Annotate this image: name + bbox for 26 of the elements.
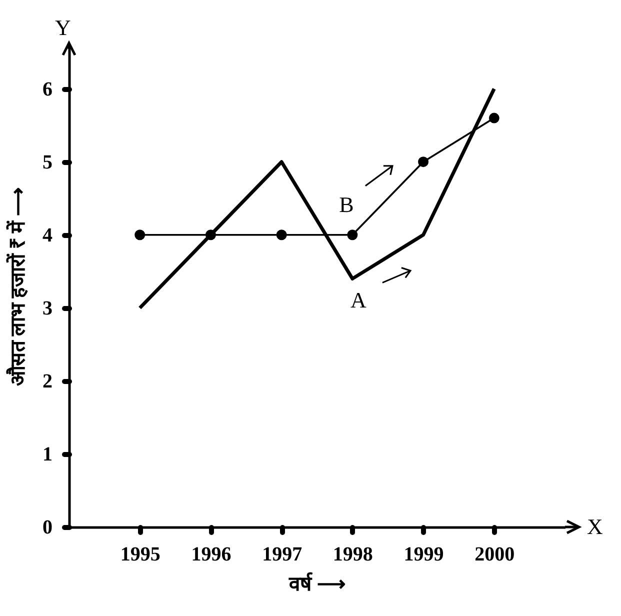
series-label: B — [339, 192, 354, 217]
point — [488, 112, 500, 124]
x-tick-label: 1996 — [191, 544, 232, 566]
y-tick-label: 5 — [42, 151, 52, 174]
x-tick-label: 1995 — [120, 544, 160, 566]
point — [276, 230, 287, 240]
point — [418, 156, 429, 168]
point — [134, 230, 146, 240]
y-tick-label: 2 — [42, 370, 52, 392]
y-tick-label: 3 — [42, 297, 52, 320]
y-tick-label: 0 — [42, 516, 52, 538]
y-tick-label: 1 — [42, 443, 52, 466]
line-series — [138, 87, 496, 310]
x-tick-label: 1999 — [404, 544, 444, 566]
x-tick-label: 2000 — [474, 544, 515, 566]
x-tick-label: 1998 — [332, 544, 373, 566]
series-label: A — [350, 288, 366, 313]
y-tick-label: 4 — [42, 224, 52, 246]
x-tick-label: 1997 — [262, 544, 302, 566]
x-axis-title: वर्ष ⟶ — [288, 572, 346, 596]
y-tick-label: 6 — [42, 78, 52, 100]
point — [347, 230, 358, 240]
text: Y — [55, 15, 72, 40]
y-axis-title: औसत लाभ हजारों ₹ में ⟶ — [6, 187, 30, 386]
text: X — [587, 514, 603, 539]
point — [205, 230, 216, 240]
